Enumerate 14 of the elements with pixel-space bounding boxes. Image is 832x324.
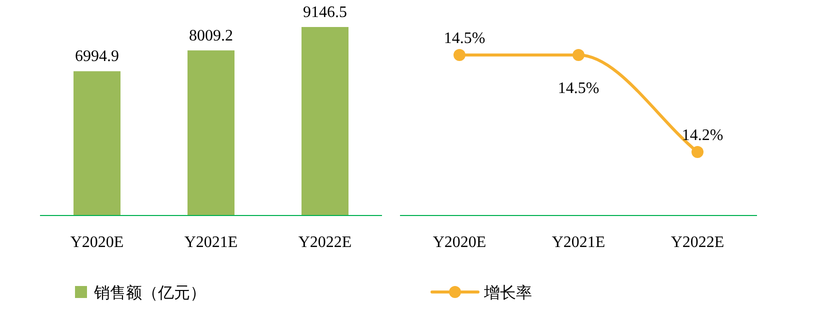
data-label: 14.5% <box>558 80 600 97</box>
legend-label: 销售额（亿元） <box>93 283 206 302</box>
data-label: 8009.2 <box>189 27 233 44</box>
data-label: 14.5% <box>444 30 486 47</box>
data-label: 6994.9 <box>75 48 119 66</box>
data-label: 14.2% <box>682 127 724 144</box>
x-tick-label: Y2020E <box>432 234 486 251</box>
x-tick-label: Y2020E <box>70 234 124 251</box>
legend-label: 增长率 <box>483 283 532 302</box>
x-tick-label: Y2021E <box>184 234 238 251</box>
x-tick-label: Y2021E <box>552 234 606 251</box>
x-tick-label: Y2022E <box>670 234 724 251</box>
x-tick-label: Y2022E <box>298 234 352 251</box>
data-label: 9146.5 <box>303 4 347 21</box>
